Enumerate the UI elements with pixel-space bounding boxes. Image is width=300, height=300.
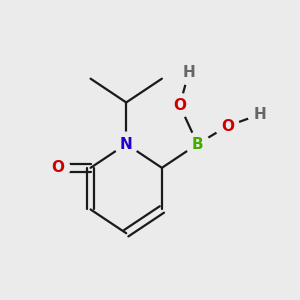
Circle shape [248, 102, 272, 126]
Circle shape [186, 132, 209, 156]
Circle shape [46, 156, 70, 180]
Text: N: N [120, 136, 133, 152]
Text: O: O [51, 160, 64, 175]
Circle shape [114, 132, 138, 156]
Text: O: O [173, 98, 186, 113]
Text: H: H [182, 65, 195, 80]
Circle shape [215, 114, 239, 138]
Circle shape [168, 94, 192, 117]
Text: O: O [221, 119, 234, 134]
Text: H: H [254, 107, 266, 122]
Text: B: B [192, 136, 203, 152]
Circle shape [177, 61, 200, 85]
